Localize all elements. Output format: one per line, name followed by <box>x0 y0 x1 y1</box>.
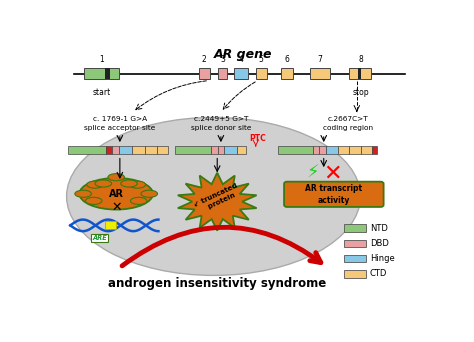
Text: AR gene: AR gene <box>214 48 272 61</box>
FancyBboxPatch shape <box>105 68 109 79</box>
Ellipse shape <box>108 174 125 181</box>
Text: ✕: ✕ <box>324 164 342 184</box>
Ellipse shape <box>129 181 146 188</box>
Text: 7: 7 <box>318 55 322 64</box>
FancyBboxPatch shape <box>132 146 145 154</box>
Text: 5: 5 <box>259 55 264 64</box>
FancyBboxPatch shape <box>237 146 246 154</box>
FancyBboxPatch shape <box>175 146 211 154</box>
FancyBboxPatch shape <box>284 182 383 207</box>
Text: c.2449+5 G>T
splice donor site: c.2449+5 G>T splice donor site <box>191 116 251 131</box>
FancyBboxPatch shape <box>112 146 118 154</box>
Ellipse shape <box>75 190 91 197</box>
Text: start: start <box>92 88 110 97</box>
Text: PTC: PTC <box>249 134 266 143</box>
FancyBboxPatch shape <box>234 68 248 79</box>
FancyBboxPatch shape <box>224 146 237 154</box>
Text: c.2667C>T
coding region: c.2667C>T coding region <box>323 116 373 131</box>
Ellipse shape <box>66 117 360 275</box>
FancyBboxPatch shape <box>313 146 319 154</box>
FancyBboxPatch shape <box>199 68 210 79</box>
FancyBboxPatch shape <box>218 146 224 154</box>
FancyBboxPatch shape <box>282 68 292 79</box>
Text: ARE: ARE <box>92 235 107 241</box>
FancyBboxPatch shape <box>344 255 366 262</box>
FancyBboxPatch shape <box>358 68 361 79</box>
Text: Hinge: Hinge <box>370 254 394 263</box>
Text: ⚡: ⚡ <box>306 164 319 182</box>
FancyBboxPatch shape <box>84 68 119 79</box>
FancyBboxPatch shape <box>218 68 228 79</box>
Text: AR transcript
activity: AR transcript activity <box>305 184 363 205</box>
Text: 8: 8 <box>358 55 363 64</box>
FancyBboxPatch shape <box>349 68 372 79</box>
FancyBboxPatch shape <box>344 240 366 247</box>
FancyBboxPatch shape <box>256 68 267 79</box>
FancyBboxPatch shape <box>310 68 330 79</box>
FancyBboxPatch shape <box>338 146 349 154</box>
Text: ↙ truncated
   protein: ↙ truncated protein <box>193 183 242 215</box>
FancyBboxPatch shape <box>107 146 112 154</box>
FancyBboxPatch shape <box>361 146 372 154</box>
Text: AR: AR <box>109 189 124 199</box>
Ellipse shape <box>141 190 157 197</box>
Text: c. 1769-1 G>A
splice acceptor site: c. 1769-1 G>A splice acceptor site <box>84 116 155 131</box>
Text: androgen insensitivity syndrome: androgen insensitivity syndrome <box>108 277 326 290</box>
Text: 4: 4 <box>238 55 244 64</box>
FancyBboxPatch shape <box>157 146 168 154</box>
FancyBboxPatch shape <box>319 146 326 154</box>
Text: ✕: ✕ <box>111 200 121 213</box>
FancyBboxPatch shape <box>372 146 377 154</box>
FancyBboxPatch shape <box>211 146 218 154</box>
Ellipse shape <box>80 178 153 210</box>
Text: 6: 6 <box>284 55 290 64</box>
Ellipse shape <box>85 197 102 205</box>
FancyBboxPatch shape <box>118 146 132 154</box>
Text: 2: 2 <box>202 55 207 64</box>
Ellipse shape <box>130 197 147 205</box>
FancyBboxPatch shape <box>349 146 361 154</box>
Text: stop: stop <box>352 88 369 97</box>
Text: CTD: CTD <box>370 269 387 278</box>
FancyBboxPatch shape <box>344 270 366 277</box>
Text: NTD: NTD <box>370 224 388 233</box>
Text: DBD: DBD <box>370 239 389 248</box>
Ellipse shape <box>95 180 111 187</box>
Text: 3: 3 <box>220 55 225 64</box>
FancyBboxPatch shape <box>145 146 157 154</box>
FancyBboxPatch shape <box>344 224 366 232</box>
Text: 1: 1 <box>99 55 104 64</box>
Polygon shape <box>178 173 256 231</box>
Ellipse shape <box>87 181 103 188</box>
FancyBboxPatch shape <box>278 146 313 154</box>
Ellipse shape <box>121 180 137 187</box>
FancyBboxPatch shape <box>68 146 107 154</box>
FancyBboxPatch shape <box>326 146 338 154</box>
FancyBboxPatch shape <box>105 221 116 229</box>
